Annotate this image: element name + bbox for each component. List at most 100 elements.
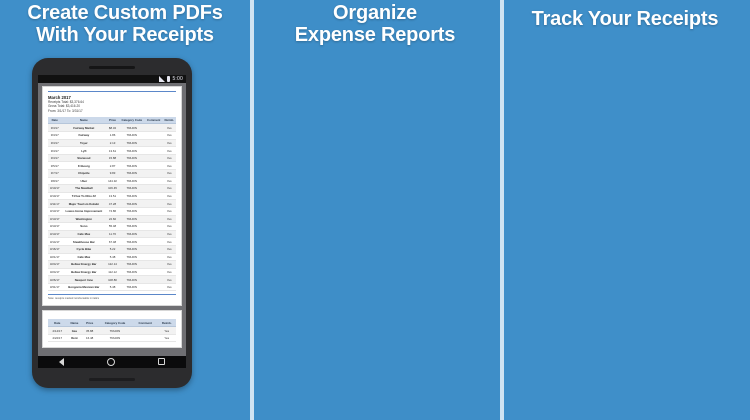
column-header: Reimb. <box>162 116 176 125</box>
table-row: 3/11/17 Major Tourism Kokubi 47.28 TRLDIN Ye… <box>48 199 176 208</box>
table-cell: TRLDIN <box>118 215 145 224</box>
table-row: 3/13/17 Lowes Home Improvement 74.86 TRLDIN… <box>48 207 176 216</box>
table-cell: Yes <box>162 184 176 193</box>
table-cell: 3/3/17 <box>48 131 62 140</box>
table-cell <box>132 334 158 343</box>
table-cell: 11.76 <box>106 230 119 239</box>
table-cell: TRLDIN <box>118 139 145 148</box>
column-header: Name <box>66 319 83 328</box>
table-header-row: Date Name Price Category Code Comment Reimb. <box>48 319 176 328</box>
table-cell: TRLDIN <box>118 131 145 140</box>
table-row: 3/10/17 T-Flux To Ohio #2 13.51 TRLDIN Yes <box>48 192 176 201</box>
table-cell <box>144 139 163 148</box>
table-cell: Yes <box>162 169 176 178</box>
table-cell <box>144 146 163 155</box>
table-cell: 3/13/17 <box>48 207 62 216</box>
table-cell: Bongonia Mexican Bar <box>61 283 107 292</box>
table-cell: Yes <box>162 146 176 155</box>
nav-recents-icon[interactable] <box>157 358 165 366</box>
table-cell: Gas <box>66 326 83 335</box>
table-row: 3/14/17 Steakhouse Bar 67.48 TRLDIN Yes <box>48 237 176 246</box>
table-cell: 67.48 <box>106 237 119 246</box>
panel-divider-left <box>500 0 504 420</box>
table-cell: 3/11/17 <box>48 199 62 208</box>
table-cell: 3/3/17 <box>48 123 62 132</box>
table-row: 3/13/17 Cafe Max 11.76 TRLDIN Yes <box>48 230 176 239</box>
table-cell: Yes <box>162 192 176 201</box>
column-header: Reimb. <box>157 319 176 328</box>
table-cell: TRLDIN <box>118 275 145 284</box>
table-cell: 47.28 <box>106 199 119 208</box>
table-cell: Yes <box>162 268 176 277</box>
table-cell: 5.22 <box>106 245 119 254</box>
table-cell: Yes <box>162 131 176 140</box>
table-cell: TRLDIN <box>118 169 145 178</box>
table-cell: 74.86 <box>106 207 119 216</box>
table-cell: $8.32 <box>106 123 119 132</box>
table-cell: Yes <box>162 215 176 224</box>
table-cell: 112.12 <box>106 268 119 277</box>
table-cell: 1.86 <box>106 131 119 140</box>
table-cell: Yes <box>162 154 176 163</box>
nav-back-icon[interactable] <box>59 357 65 366</box>
table-row: 3/3/17 Fairway 1.86 TRLDIN Yes <box>48 131 176 140</box>
table-cell <box>132 326 158 335</box>
table-cell: 3/26/17 <box>48 275 62 284</box>
table-cell: TRLDIN <box>118 184 145 193</box>
table-cell: 2.13 <box>106 139 119 148</box>
table-cell <box>144 123 163 132</box>
table-cell: Rent <box>66 334 83 343</box>
pdf-report-title: March 2017 <box>48 95 71 101</box>
table-cell: Yes <box>162 177 176 186</box>
panel-track-receipts: Track Your Receipts 5:00 ← $2 <box>500 0 750 420</box>
table-cell: TRLDIN <box>118 268 145 277</box>
phone-speaker <box>89 66 135 69</box>
table-cell: T-Flux To Ohio #2 <box>61 192 107 201</box>
table-cell: 5.48 <box>106 253 119 262</box>
pdf-viewer[interactable]: March 2017 Receipts Total: $3,376.64 Gro… <box>38 83 186 356</box>
table-cell: 35.88 <box>82 326 97 335</box>
table-cell: Yes <box>162 161 176 170</box>
column-header: Price <box>82 319 97 328</box>
table-cell: 3/3/17 <box>48 146 62 155</box>
table-cell <box>144 283 163 292</box>
table-cell: TRLDIN <box>118 260 145 269</box>
table-cell: 3/10/17 <box>48 184 62 193</box>
table-cell: Yes <box>157 326 176 335</box>
table-cell: Yes <box>162 275 176 284</box>
table-cell <box>144 260 163 269</box>
table-cell: 9.83 <box>106 169 119 178</box>
table-cell: Fribourg <box>61 161 107 170</box>
pdf-receipts-table: Date Name Price Category Code Comment Reimb. … <box>48 116 176 292</box>
table-cell <box>144 222 163 231</box>
table-cell: 144.32 <box>106 177 119 186</box>
table-cell: 3/24/17 <box>48 268 62 277</box>
table-cell: Yes <box>162 260 176 269</box>
table-cell: TRLDIN <box>118 177 145 186</box>
table-cell: 3/7/17 <box>48 169 62 178</box>
column-header: Date <box>48 116 62 125</box>
table-cell: 13.61 <box>106 146 119 155</box>
status-time: 5:00 <box>172 76 183 83</box>
pdf-footnote: Note: receipts marked reimbursable in it… <box>48 294 176 300</box>
table-cell: 3/16/17 <box>48 245 62 254</box>
table-cell: 108.80 <box>106 275 119 284</box>
table-cell: Yes <box>162 253 176 262</box>
phone1-screen: 5:00 March 2017 Receipts Total: $3,376.6… <box>38 75 186 368</box>
table-cell: Starwood <box>61 154 107 163</box>
table-cell: Fairway Market <box>61 123 107 132</box>
table-cell: TRLDIN <box>118 230 145 239</box>
table-cell: TRLDIN <box>118 146 145 155</box>
table-row: 3/8/17 Uber 144.32 TRLDIN Yes <box>48 177 176 186</box>
table-cell: 106.45 <box>106 184 119 193</box>
nav-home-icon[interactable] <box>106 357 115 366</box>
panel2-headline-line2: Expense Reports <box>294 24 456 46</box>
table-cell: Yes <box>157 334 176 343</box>
table-cell: Sono <box>61 222 107 231</box>
table-cell: Yes <box>162 230 176 239</box>
table-cell: 3/8/17 <box>48 177 62 186</box>
phone1-nav-bar[interactable] <box>38 355 186 368</box>
phone-mockup-1: 5:00 March 2017 Receipts Total: $3,376.6… <box>32 58 192 388</box>
table-cell <box>144 169 163 178</box>
table-cell: TRLDIN <box>118 154 145 163</box>
